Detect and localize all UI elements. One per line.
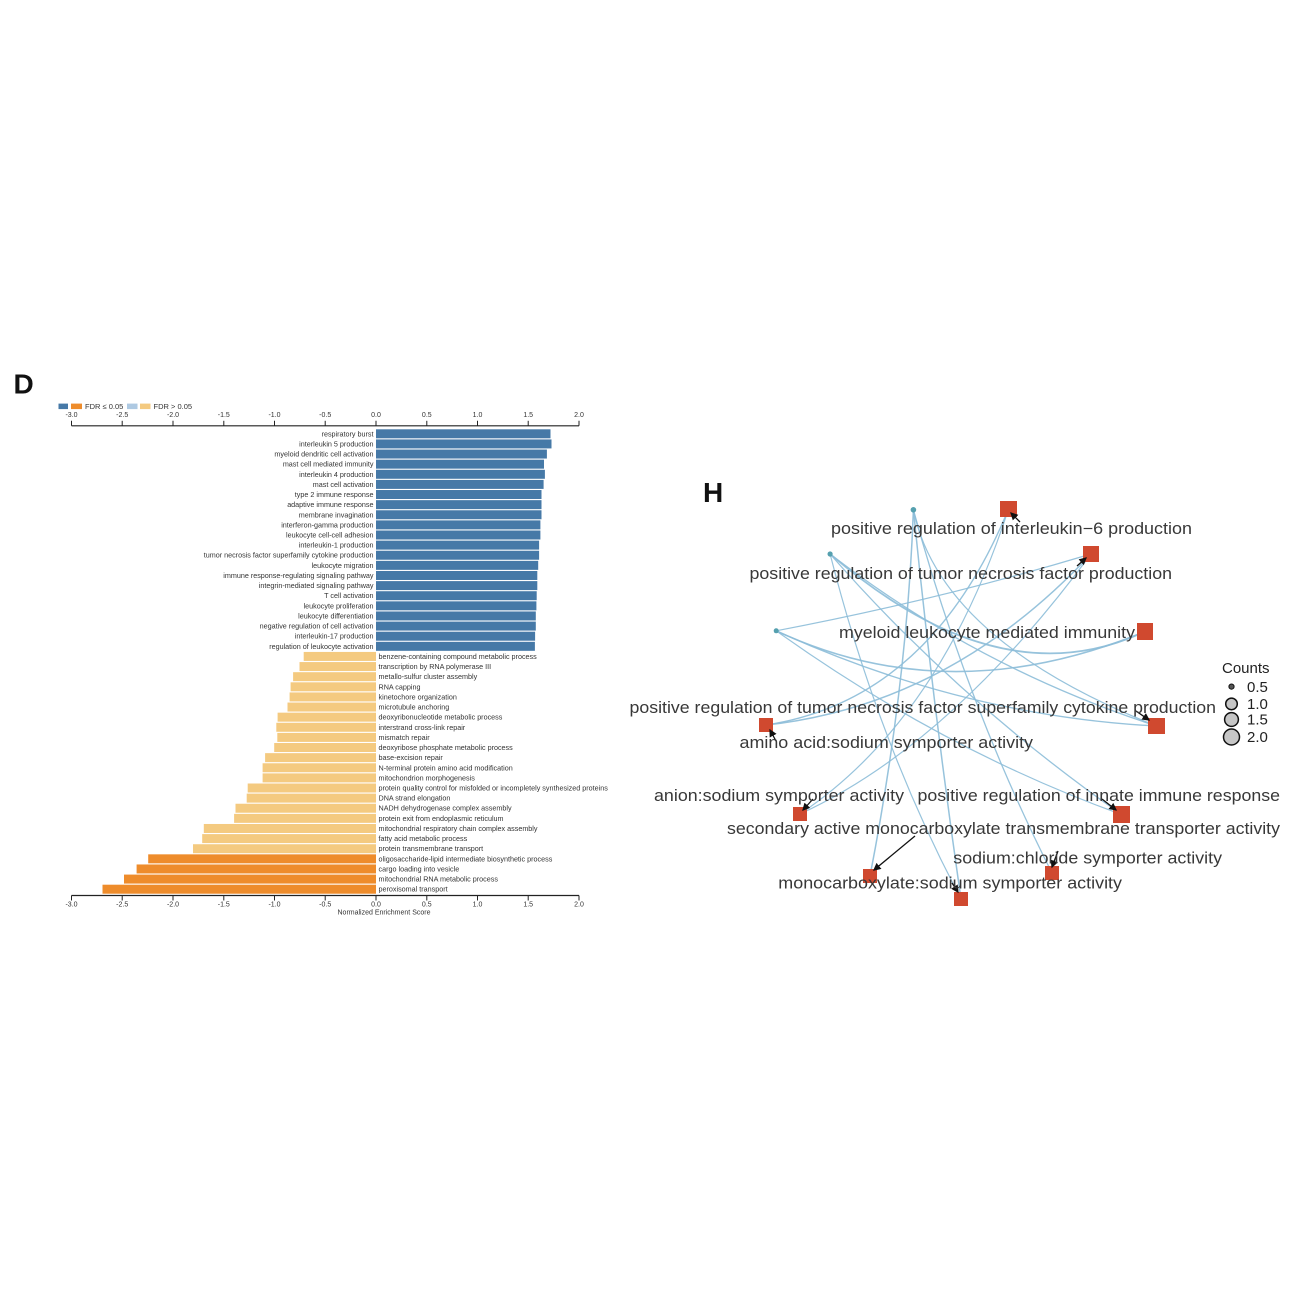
svg-text:cargo loading into vesicle: cargo loading into vesicle bbox=[379, 864, 460, 873]
svg-text:D: D bbox=[14, 369, 34, 400]
svg-text:-3.0: -3.0 bbox=[65, 412, 77, 419]
svg-text:-1.5: -1.5 bbox=[218, 412, 230, 419]
svg-text:-0.5: -0.5 bbox=[319, 412, 331, 419]
svg-text:Counts: Counts bbox=[1222, 660, 1270, 677]
svg-text:leukocyte proliferation: leukocyte proliferation bbox=[304, 601, 374, 610]
svg-text:interleukin-17 production: interleukin-17 production bbox=[295, 632, 374, 641]
svg-text:RNA capping: RNA capping bbox=[379, 682, 421, 691]
svg-text:interleukin-1 production: interleukin-1 production bbox=[299, 541, 374, 550]
svg-text:regulation of leukocyte activa: regulation of leukocyte activation bbox=[269, 642, 373, 651]
svg-text:myeloid leukocyte mediated imm: myeloid leukocyte mediated immunity bbox=[839, 624, 1136, 642]
svg-text:H: H bbox=[703, 477, 723, 508]
svg-text:-2.5: -2.5 bbox=[116, 412, 128, 419]
svg-text:anion:sodium symporter activit: anion:sodium symporter activity bbox=[654, 787, 905, 805]
svg-text:metallo-sulfur cluster assembl: metallo-sulfur cluster assembly bbox=[379, 672, 478, 681]
svg-text:base-excision repair: base-excision repair bbox=[379, 753, 444, 762]
svg-text:integrin-mediated signaling pa: integrin-mediated signaling pathway bbox=[259, 581, 374, 590]
svg-text:microtubule anchoring: microtubule anchoring bbox=[379, 703, 450, 712]
svg-text:0.5: 0.5 bbox=[422, 412, 432, 419]
svg-text:-2.5: -2.5 bbox=[116, 902, 128, 909]
svg-text:2.0: 2.0 bbox=[574, 412, 584, 419]
svg-text:oligosaccharide-lipid intermed: oligosaccharide-lipid intermediate biosy… bbox=[379, 854, 553, 863]
svg-text:protein transmembrane transpor: protein transmembrane transport bbox=[379, 844, 484, 853]
svg-text:membrane invagination: membrane invagination bbox=[299, 510, 374, 519]
svg-text:leukocyte cell-cell adhesion: leukocyte cell-cell adhesion bbox=[286, 531, 374, 540]
svg-text:-1.0: -1.0 bbox=[268, 412, 280, 419]
svg-text:NADH dehydrogenase complex ass: NADH dehydrogenase complex assembly bbox=[379, 804, 512, 813]
svg-text:-2.0: -2.0 bbox=[167, 412, 179, 419]
svg-text:deoxyribonucleotide metabolic: deoxyribonucleotide metabolic process bbox=[379, 713, 503, 722]
svg-text:N-terminal protein amino acid: N-terminal protein amino acid modificati… bbox=[379, 763, 513, 772]
svg-text:-2.0: -2.0 bbox=[167, 902, 179, 909]
svg-text:protein quality control for mi: protein quality control for misfolded or… bbox=[379, 784, 609, 793]
svg-text:adaptive immune response: adaptive immune response bbox=[287, 500, 373, 509]
svg-text:T cell activation: T cell activation bbox=[324, 591, 373, 600]
svg-text:-1.0: -1.0 bbox=[268, 902, 280, 909]
svg-text:respiratory burst: respiratory burst bbox=[322, 429, 374, 438]
svg-text:positive regulation of interle: positive regulation of interleukin−6 pro… bbox=[831, 520, 1192, 538]
svg-text:positive regulation of innate: positive regulation of innate immune res… bbox=[918, 787, 1281, 805]
svg-text:secondary active monocarboxyla: secondary active monocarboxylate transme… bbox=[727, 820, 1281, 838]
svg-text:2.0: 2.0 bbox=[1247, 729, 1268, 746]
svg-text:1.0: 1.0 bbox=[473, 412, 483, 419]
svg-text:1.0: 1.0 bbox=[1247, 696, 1268, 713]
svg-text:0.5: 0.5 bbox=[422, 902, 432, 909]
svg-text:type 2 immune response: type 2 immune response bbox=[295, 490, 374, 499]
svg-text:leukocyte migration: leukocyte migration bbox=[312, 561, 374, 570]
svg-text:benzene-containing compound me: benzene-containing compound metabolic pr… bbox=[379, 652, 538, 661]
svg-text:immune response-regulating sig: immune response-regulating signaling pat… bbox=[223, 571, 374, 580]
svg-text:interleukin 4 production: interleukin 4 production bbox=[299, 470, 373, 479]
svg-text:1.0: 1.0 bbox=[473, 902, 483, 909]
svg-text:negative regulation of cell ac: negative regulation of cell activation bbox=[260, 622, 374, 631]
svg-text:-0.5: -0.5 bbox=[319, 902, 331, 909]
svg-text:mitochondrial respiratory chai: mitochondrial respiratory chain complex … bbox=[379, 824, 538, 833]
svg-text:myeloid dendritic cell activat: myeloid dendritic cell activation bbox=[274, 450, 373, 459]
svg-text:0.5: 0.5 bbox=[1247, 679, 1268, 696]
svg-text:Normalized Enrichment Score: Normalized Enrichment Score bbox=[338, 910, 431, 917]
svg-text:interferon-gamma production: interferon-gamma production bbox=[281, 520, 373, 529]
svg-text:mitochondrial RNA metabolic pr: mitochondrial RNA metabolic process bbox=[379, 875, 499, 884]
svg-text:kinetochore organization: kinetochore organization bbox=[379, 692, 457, 701]
svg-text:FDR ≤ 0.05: FDR ≤ 0.05 bbox=[85, 402, 123, 411]
svg-text:-1.5: -1.5 bbox=[218, 902, 230, 909]
svg-text:protein exit from endoplasmic: protein exit from endoplasmic reticulum bbox=[379, 814, 504, 823]
svg-text:interstrand cross-link repair: interstrand cross-link repair bbox=[379, 723, 466, 732]
svg-text:1.5: 1.5 bbox=[523, 412, 533, 419]
svg-text:leukocyte differentiation: leukocyte differentiation bbox=[298, 611, 373, 620]
svg-text:2.0: 2.0 bbox=[574, 902, 584, 909]
svg-text:mast cell mediated immunity: mast cell mediated immunity bbox=[283, 460, 374, 469]
svg-text:0.0: 0.0 bbox=[371, 412, 381, 419]
svg-text:mast cell activation: mast cell activation bbox=[313, 480, 374, 489]
svg-text:positive regulation of tumor n: positive regulation of tumor necrosis fa… bbox=[630, 699, 1217, 717]
svg-text:deoxyribose phosphate metaboli: deoxyribose phosphate metabolic process bbox=[379, 743, 514, 752]
svg-text:fatty acid metabolic process: fatty acid metabolic process bbox=[379, 834, 468, 843]
svg-text:tumor necrosis factor superfam: tumor necrosis factor superfamily cytoki… bbox=[204, 551, 374, 560]
svg-text:sodium:chloride symporter acti: sodium:chloride symporter activity bbox=[953, 850, 1223, 868]
svg-text:transcription by RNA polymeras: transcription by RNA polymerase III bbox=[379, 662, 492, 671]
svg-text:peroxisomal transport: peroxisomal transport bbox=[379, 885, 448, 894]
svg-text:amino acid:sodium symporter ac: amino acid:sodium symporter activity bbox=[740, 734, 1034, 752]
svg-text:DNA strand elongation: DNA strand elongation bbox=[379, 794, 451, 803]
svg-text:1.5: 1.5 bbox=[1247, 712, 1268, 729]
svg-text:-3.0: -3.0 bbox=[65, 902, 77, 909]
svg-text:1.5: 1.5 bbox=[523, 902, 533, 909]
svg-text:mismatch repair: mismatch repair bbox=[379, 733, 431, 742]
svg-text:mitochondrion morphogenesis: mitochondrion morphogenesis bbox=[379, 773, 476, 782]
svg-text:0.0: 0.0 bbox=[371, 902, 381, 909]
svg-text:monocarboxylate:sodium symport: monocarboxylate:sodium symporter activit… bbox=[778, 875, 1123, 893]
svg-text:FDR > 0.05: FDR > 0.05 bbox=[154, 402, 193, 411]
svg-text:interleukin 5 production: interleukin 5 production bbox=[299, 439, 373, 448]
svg-text:positive regulation of tumor n: positive regulation of tumor necrosis fa… bbox=[750, 565, 1173, 583]
